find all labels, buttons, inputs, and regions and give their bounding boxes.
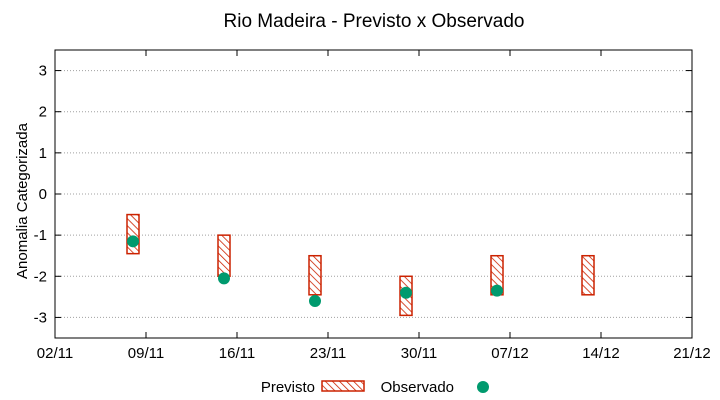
grid-lines: [55, 70, 692, 318]
x-tick-label: 21/12: [673, 345, 711, 362]
x-tick-label: 16/11: [219, 345, 255, 362]
x-tick-label: 23/11: [310, 345, 346, 362]
plot-area-border: [54, 49, 693, 339]
previsto-series: [126, 213, 595, 317]
x-tick-label: 02/11: [37, 345, 73, 362]
y-tick-label: -1: [34, 227, 47, 244]
observado-point: [400, 286, 412, 299]
y-tick-label: 3: [39, 63, 47, 80]
previsto-range-box: [217, 234, 231, 278]
previsto-range-box: [581, 254, 595, 296]
previsto-range-box: [126, 213, 140, 255]
y-tick-label: 1: [39, 145, 47, 162]
x-tick-label: 14/12: [582, 345, 620, 362]
x-tick-label: 09/11: [128, 345, 164, 362]
observado-point: [491, 284, 503, 297]
x-tick-label: 07/12: [491, 345, 529, 362]
y-tick-label: -3: [34, 309, 47, 326]
y-tick-label: 2: [39, 104, 47, 121]
observado-series: [127, 235, 503, 307]
legend: Previsto Observado: [261, 379, 489, 396]
observado-point: [218, 272, 230, 285]
previsto-range-box: [308, 254, 322, 296]
y-axis-ticks: -3 -2 -1 0 1 2 3: [34, 63, 692, 326]
observado-point: [309, 294, 321, 307]
x-tick-label: 30/11: [401, 345, 437, 362]
observado-point: [127, 235, 139, 248]
y-axis-label: Anomalia Categorizada: [14, 122, 31, 279]
chart-title: Rio Madeira - Previsto x Observado: [224, 11, 525, 32]
legend-label-observado: Observado: [381, 379, 454, 396]
y-tick-label: 0: [39, 186, 47, 203]
legend-swatch-observado: [477, 381, 489, 393]
x-axis-ticks: 02/11 09/11 16/11 23/11 30/11 07/12 14/12 21/12: [37, 50, 711, 362]
legend-label-previsto: Previsto: [261, 379, 315, 396]
y-tick-label: -2: [34, 268, 47, 285]
legend-swatch-previsto: [321, 380, 365, 392]
